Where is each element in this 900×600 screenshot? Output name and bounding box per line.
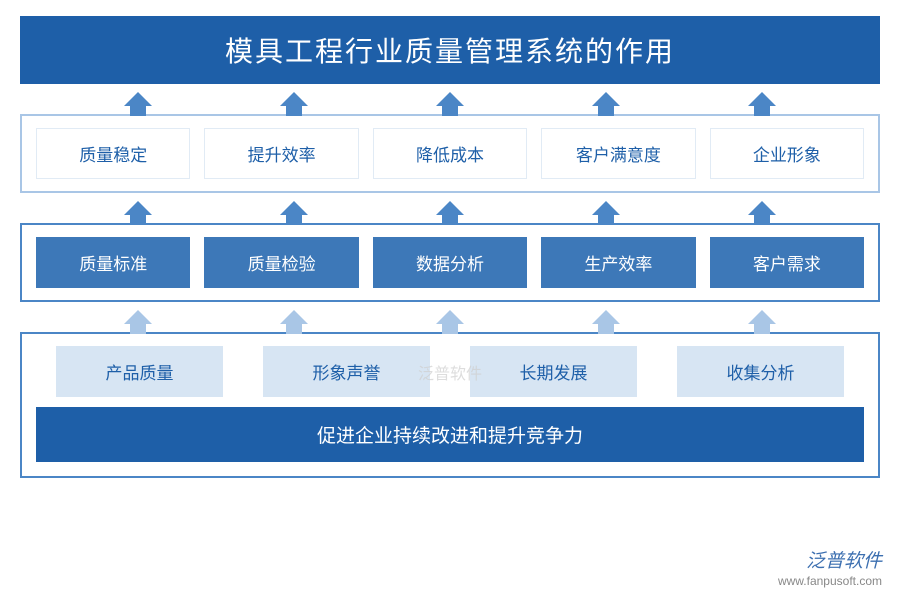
foundation-group: 产品质量 形象声誉 长期发展 收集分析 促进企业持续改进和提升竞争力 — [20, 332, 880, 478]
function-cell: 质量检验 — [204, 237, 358, 288]
outcome-cell: 客户满意度 — [541, 128, 695, 179]
arrow-up-icon — [124, 310, 152, 324]
arrow-up-icon — [748, 310, 776, 324]
arrow-up-icon — [436, 310, 464, 324]
foundation-cell: 收集分析 — [677, 346, 844, 397]
outcome-cell: 质量稳定 — [36, 128, 190, 179]
arrow-up-icon — [280, 92, 308, 106]
arrow-up-icon — [748, 201, 776, 215]
arrow-up-icon — [592, 92, 620, 106]
function-cell: 质量标准 — [36, 237, 190, 288]
outcomes-group: 质量稳定 提升效率 降低成本 客户满意度 企业形象 — [20, 114, 880, 193]
arrow-up-icon — [124, 92, 152, 106]
outcome-cell: 降低成本 — [373, 128, 527, 179]
arrow-row-lower — [20, 302, 880, 332]
arrow-up-icon — [592, 201, 620, 215]
watermark-url: www.fanpusoft.com — [778, 574, 882, 588]
arrow-up-icon — [436, 92, 464, 106]
arrow-up-icon — [280, 201, 308, 215]
foundation-cell: 产品质量 — [56, 346, 223, 397]
outcome-cell: 提升效率 — [204, 128, 358, 179]
function-cell: 数据分析 — [373, 237, 527, 288]
arrow-row-mid — [20, 193, 880, 223]
arrow-up-icon — [592, 310, 620, 324]
watermark-brand: 泛普软件 — [806, 551, 882, 572]
foundation-cell: 长期发展 — [470, 346, 637, 397]
function-cell: 生产效率 — [541, 237, 695, 288]
outcome-cell: 企业形象 — [710, 128, 864, 179]
diagram-title: 模具工程行业质量管理系统的作用 — [20, 16, 880, 84]
arrow-up-icon — [748, 92, 776, 106]
arrow-up-icon — [124, 201, 152, 215]
foundation-summary: 促进企业持续改进和提升竞争力 — [36, 407, 864, 462]
watermark-corner: 泛普软件 www.fanpusoft.com — [778, 550, 882, 590]
function-cell: 客户需求 — [710, 237, 864, 288]
foundation-cell: 形象声誉 — [263, 346, 430, 397]
arrow-up-icon — [436, 201, 464, 215]
arrow-row-top — [20, 84, 880, 114]
functions-group: 质量标准 质量检验 数据分析 生产效率 客户需求 — [20, 223, 880, 302]
arrow-up-icon — [280, 310, 308, 324]
